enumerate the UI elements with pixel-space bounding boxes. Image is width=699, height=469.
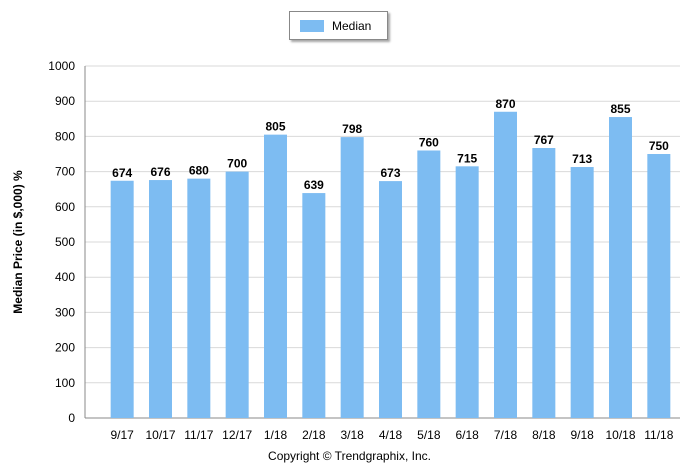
data-label: 676 (150, 165, 170, 179)
x-tick-label: 9/18 (570, 428, 594, 442)
x-tick-label: 3/18 (340, 428, 364, 442)
y-tick-label: 800 (55, 129, 75, 143)
bar (455, 166, 479, 418)
data-label: 713 (572, 152, 592, 166)
data-label: 673 (380, 166, 400, 180)
data-label: 680 (189, 164, 209, 178)
x-tick-label: 8/18 (532, 428, 556, 442)
x-tick-label: 1/18 (264, 428, 288, 442)
y-tick-label: 300 (55, 305, 75, 319)
x-tick-label: 12/17 (222, 428, 252, 442)
x-tick-label: 2/18 (302, 428, 326, 442)
copyright-text: Copyright © Trendgraphix, Inc. (268, 449, 431, 463)
y-tick-label: 400 (55, 270, 75, 284)
data-label: 805 (265, 120, 285, 134)
data-label: 855 (610, 102, 630, 116)
y-tick-label: 100 (55, 376, 75, 390)
x-tick-label: 10/17 (145, 428, 175, 442)
data-label: 750 (649, 139, 669, 153)
x-tick-label: 11/17 (184, 428, 213, 442)
x-tick-label: 5/18 (417, 428, 441, 442)
data-label: 674 (112, 166, 132, 180)
data-label: 639 (304, 178, 324, 192)
y-tick-label: 500 (55, 235, 75, 249)
bar (110, 180, 134, 418)
x-tick-label: 11/18 (644, 428, 673, 442)
x-tick-label: 4/18 (379, 428, 403, 442)
data-label: 798 (342, 122, 362, 136)
bar (187, 178, 211, 418)
bar (379, 181, 402, 418)
legend-label: Median (332, 18, 372, 33)
data-label: 760 (419, 135, 439, 149)
legend-swatch (300, 19, 324, 32)
x-tick-label: 9/17 (110, 428, 134, 442)
x-tick-label: 10/18 (605, 428, 635, 442)
y-tick-label: 1000 (48, 59, 75, 73)
y-tick-label: 0 (68, 411, 75, 425)
data-label: 715 (457, 151, 477, 165)
data-label: 700 (227, 157, 247, 171)
x-tick-label: 7/18 (494, 428, 518, 442)
bar (570, 167, 594, 418)
bar (494, 111, 517, 418)
data-label: 870 (495, 97, 515, 111)
bar (417, 150, 441, 419)
y-tick-label: 200 (55, 341, 75, 355)
bar (532, 148, 556, 419)
bar (149, 180, 172, 418)
y-tick-label: 700 (55, 165, 75, 179)
bar (609, 117, 632, 418)
legend: Median (289, 11, 388, 40)
bar (225, 171, 249, 418)
data-label: 767 (534, 133, 554, 147)
x-tick-label: 6/18 (455, 428, 479, 442)
y-tick-label: 900 (55, 94, 75, 108)
bar (340, 137, 364, 418)
bar (647, 154, 671, 418)
bar (302, 193, 326, 418)
bar (264, 134, 287, 418)
y-tick-label: 600 (55, 200, 75, 214)
